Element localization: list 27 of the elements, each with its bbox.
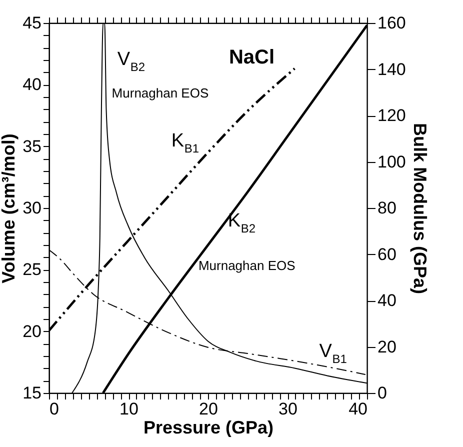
y-tick-label: 40 <box>22 75 42 94</box>
x-tick-label: 40 <box>348 400 368 418</box>
x-tick-label: 30 <box>278 400 298 418</box>
y2-axis-title: Bulk Modulus (GPa) <box>410 123 430 294</box>
y-tick-label: 30 <box>22 198 42 218</box>
x-tick-label: 10 <box>120 400 138 418</box>
x-axis-title: Pressure (GPa) <box>143 418 274 438</box>
x-tick-label: 20 <box>199 400 218 418</box>
y2-tick-label: 120 <box>378 106 406 125</box>
y2-tick-label: 60 <box>378 244 396 264</box>
y-tick-label: 25 <box>22 260 42 280</box>
y-tick-label: 20 <box>22 322 42 341</box>
text: NaCl <box>228 46 275 69</box>
x-tick-label: 0 <box>50 400 59 418</box>
annotation: Murnaghan EOS <box>198 258 296 273</box>
y2-tick-label: 140 <box>378 60 406 79</box>
y2-tick-label: 80 <box>378 198 396 218</box>
y-tick-label: 35 <box>22 136 42 156</box>
y-tick-label: 15 <box>22 384 42 402</box>
y2-tick-label: 160 <box>378 14 406 32</box>
y2-tick-label: 100 <box>378 152 406 172</box>
y2-tick-label: 0 <box>378 384 387 402</box>
annotation: Murnaghan EOS <box>112 85 209 100</box>
y2-tick-label: 20 <box>378 337 396 356</box>
y-tick-label: 45 <box>22 14 42 32</box>
y2-tick-label: 40 <box>378 291 396 310</box>
y-axis-title: Volume (cm³/mol) <box>0 134 19 284</box>
